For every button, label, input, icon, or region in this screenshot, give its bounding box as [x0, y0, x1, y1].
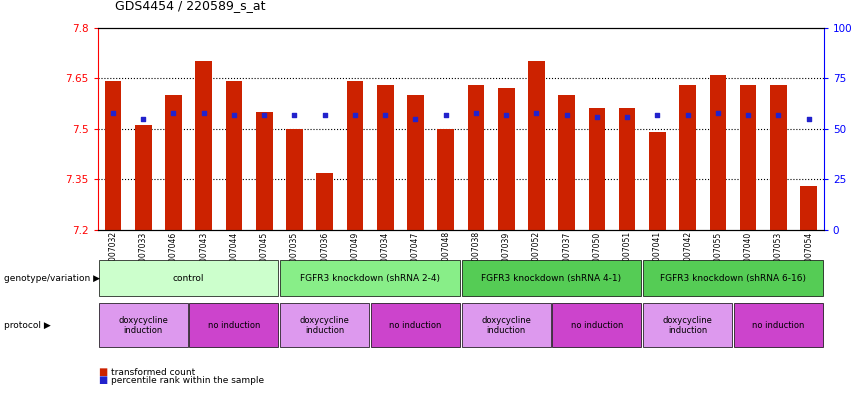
Bar	[498, 88, 515, 230]
Bar	[377, 85, 393, 230]
Point	[560, 111, 574, 118]
Bar	[190, 303, 278, 347]
Point	[620, 114, 634, 120]
Point	[469, 109, 483, 116]
Text: percentile rank within the sample: percentile rank within the sample	[111, 376, 264, 384]
Text: ■: ■	[98, 375, 107, 385]
Bar	[462, 303, 551, 347]
Bar	[280, 260, 460, 296]
Point	[802, 116, 815, 122]
Bar	[800, 186, 817, 230]
Point	[106, 109, 120, 116]
Bar	[462, 260, 642, 296]
Bar	[528, 61, 545, 230]
Text: protocol ▶: protocol ▶	[4, 321, 51, 330]
Bar	[226, 81, 243, 230]
Point	[197, 109, 210, 116]
Text: no induction: no induction	[571, 321, 623, 330]
Bar	[643, 260, 823, 296]
Bar	[643, 303, 732, 347]
Bar	[679, 85, 696, 230]
Point	[227, 111, 241, 118]
Bar	[437, 129, 454, 230]
Text: doxycycline
induction: doxycycline induction	[118, 316, 168, 335]
Bar	[734, 303, 823, 347]
Bar	[770, 85, 786, 230]
Point	[257, 111, 271, 118]
Point	[348, 111, 362, 118]
Bar	[649, 132, 665, 230]
Text: doxycycline
induction: doxycycline induction	[663, 316, 712, 335]
Text: GDS4454 / 220589_s_at: GDS4454 / 220589_s_at	[115, 0, 266, 12]
Bar	[619, 108, 636, 230]
Bar	[280, 303, 369, 347]
Text: doxycycline
induction: doxycycline induction	[300, 316, 350, 335]
Point	[651, 111, 665, 118]
Point	[711, 109, 725, 116]
Point	[681, 111, 694, 118]
Text: no induction: no induction	[208, 321, 260, 330]
Point	[408, 116, 422, 122]
Text: transformed count: transformed count	[111, 368, 195, 376]
Bar	[467, 85, 484, 230]
Bar	[99, 260, 278, 296]
Point	[318, 111, 332, 118]
Bar	[99, 303, 188, 347]
Text: no induction: no induction	[389, 321, 442, 330]
Bar	[740, 85, 757, 230]
Text: ■: ■	[98, 367, 107, 377]
Bar	[105, 81, 122, 230]
Bar	[256, 112, 272, 230]
Bar	[346, 81, 363, 230]
Bar	[589, 108, 605, 230]
Bar	[286, 129, 303, 230]
Bar	[710, 75, 726, 230]
Bar	[135, 125, 151, 230]
Bar	[196, 61, 212, 230]
Text: control: control	[173, 274, 204, 283]
Text: doxycycline
induction: doxycycline induction	[482, 316, 531, 335]
Point	[529, 109, 543, 116]
Bar	[371, 303, 460, 347]
Bar	[317, 173, 333, 230]
Point	[167, 109, 180, 116]
Point	[379, 111, 392, 118]
Point	[772, 111, 785, 118]
Point	[590, 114, 603, 120]
Bar	[165, 95, 182, 230]
Point	[741, 111, 755, 118]
Text: FGFR3 knockdown (shRNA 4-1): FGFR3 knockdown (shRNA 4-1)	[482, 274, 621, 283]
Point	[288, 111, 301, 118]
Point	[136, 116, 150, 122]
Point	[439, 111, 453, 118]
Bar	[558, 95, 575, 230]
Bar	[552, 303, 642, 347]
Bar	[407, 95, 424, 230]
Point	[500, 111, 513, 118]
Text: no induction: no induction	[752, 321, 804, 330]
Text: genotype/variation ▶: genotype/variation ▶	[4, 274, 100, 283]
Text: FGFR3 knockdown (shRNA 2-4): FGFR3 knockdown (shRNA 2-4)	[300, 274, 440, 283]
Text: FGFR3 knockdown (shRNA 6-16): FGFR3 knockdown (shRNA 6-16)	[660, 274, 806, 283]
